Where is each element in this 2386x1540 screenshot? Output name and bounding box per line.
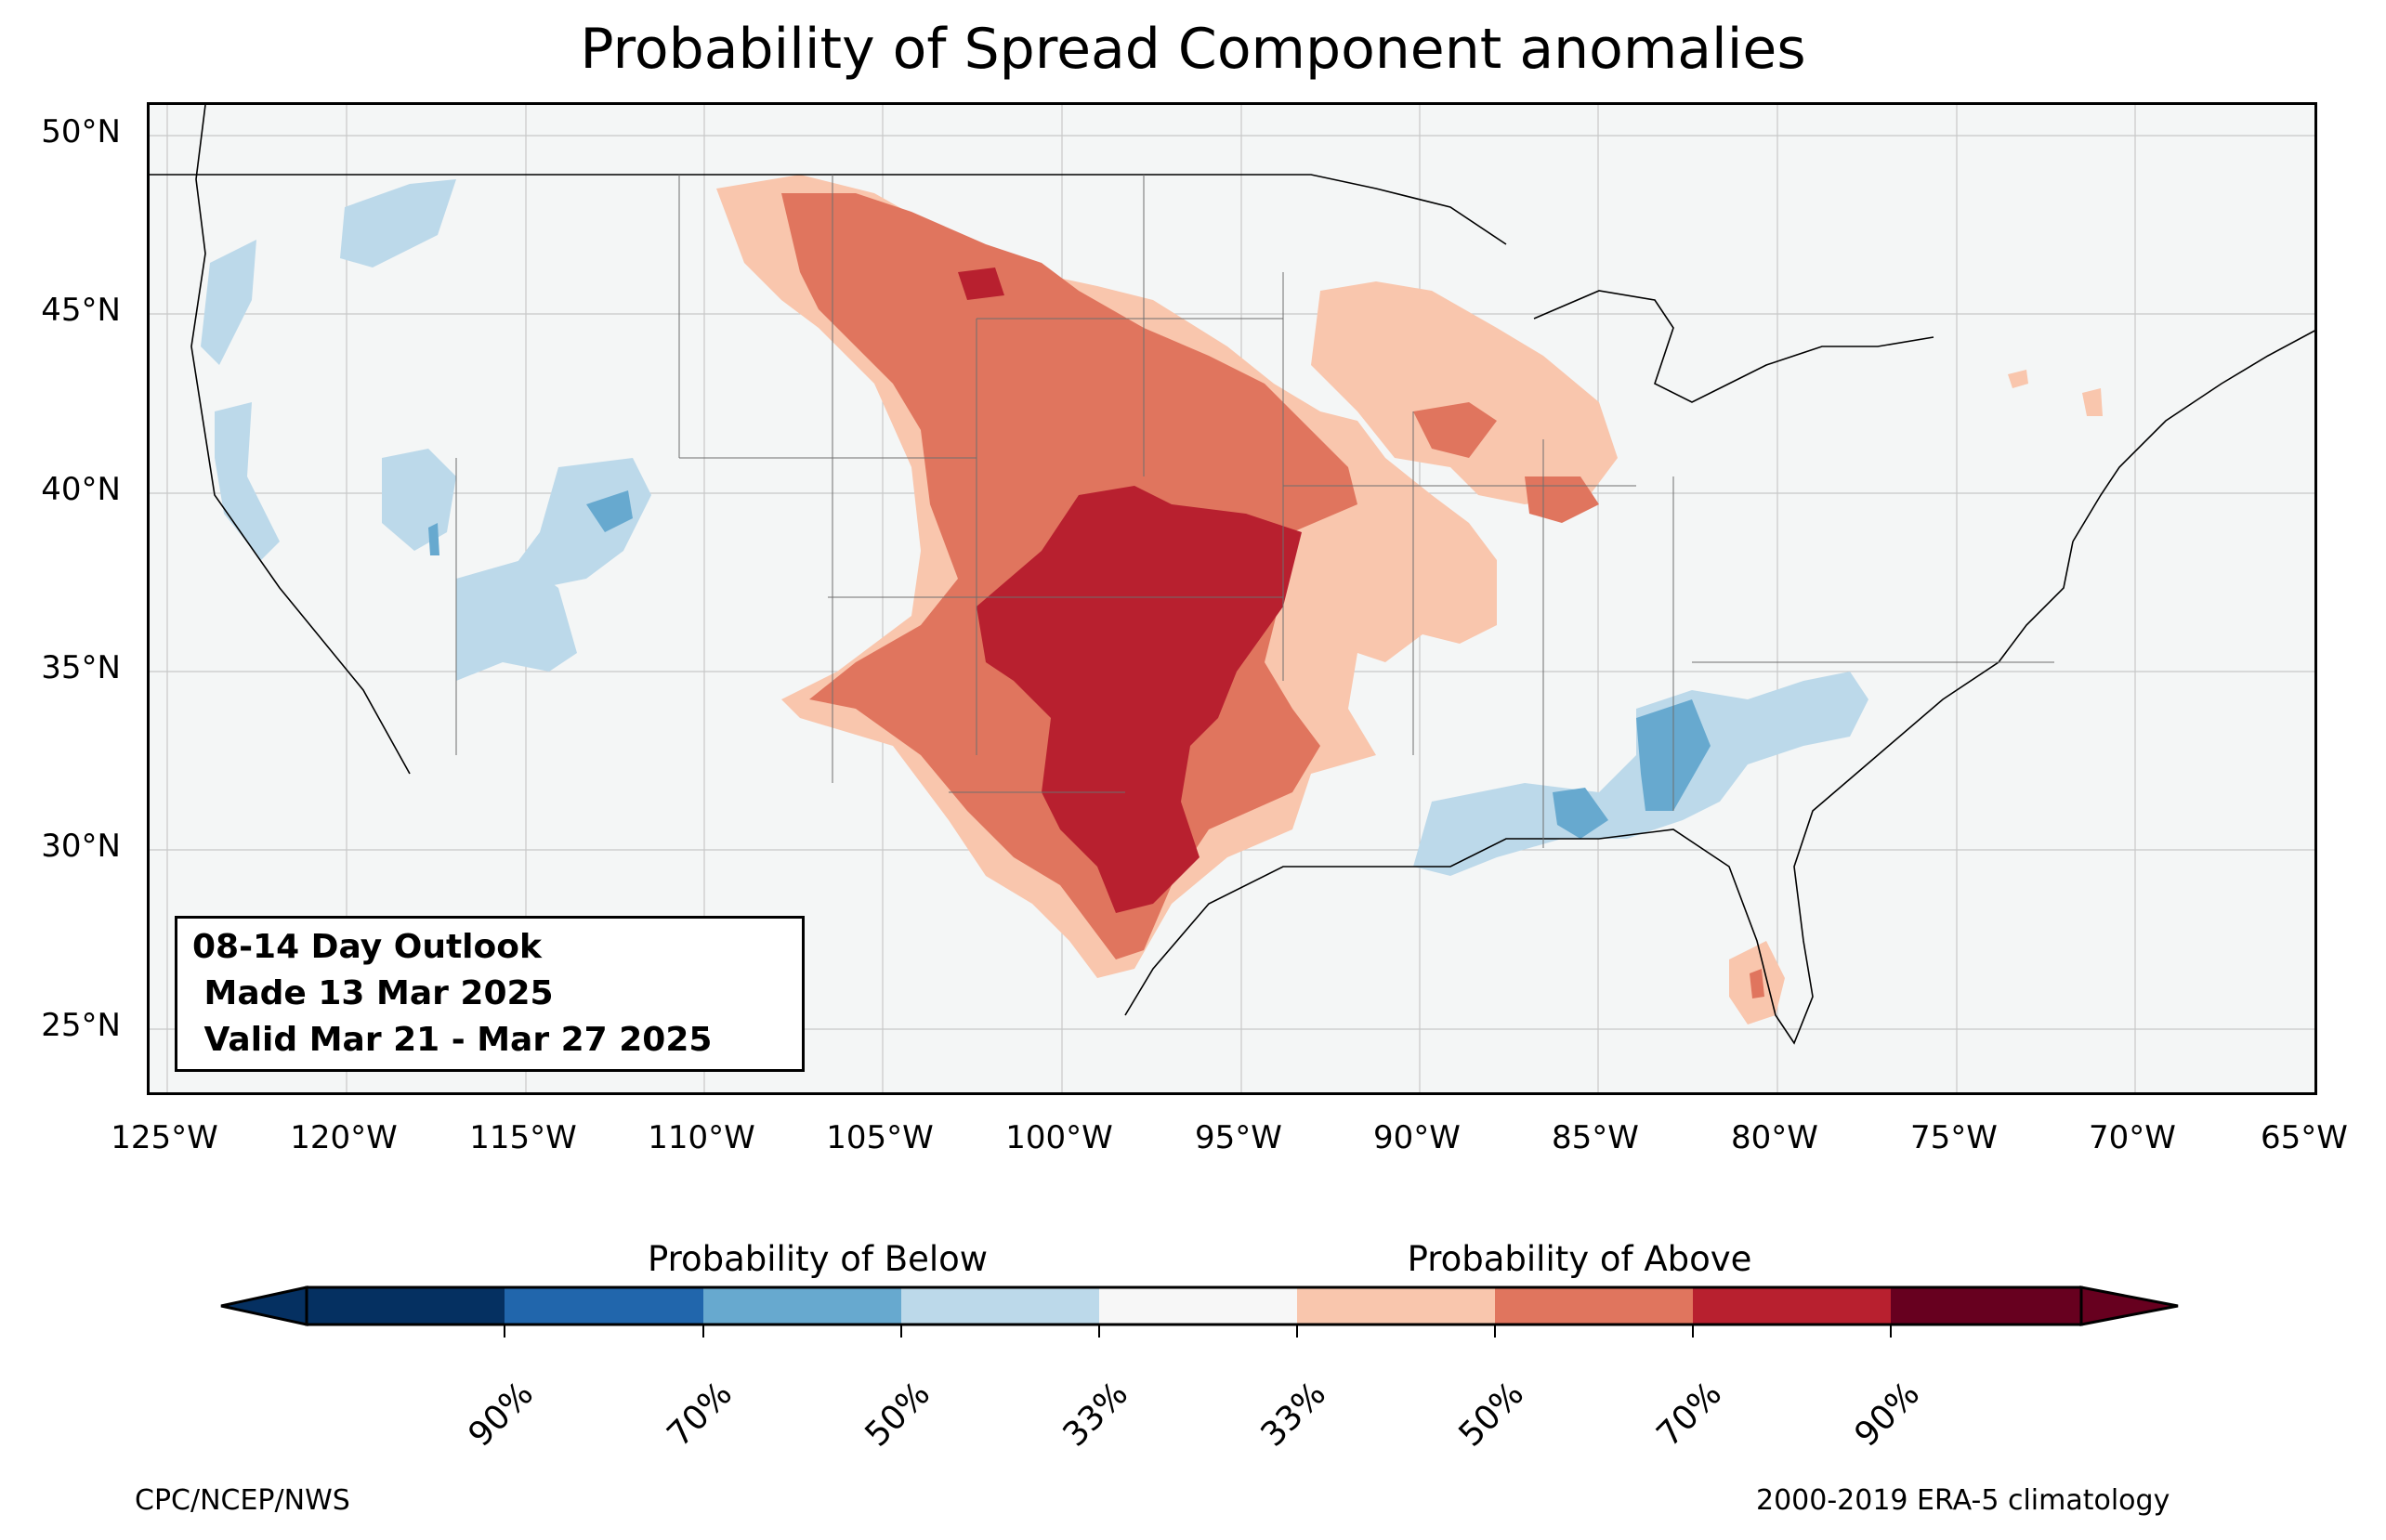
lon-label-105w: 105°W bbox=[826, 1119, 934, 1156]
contour-below-33-ca-coast bbox=[215, 402, 280, 560]
colorbar-tick-label: 50% bbox=[1451, 1375, 1532, 1455]
colorbar-above-label: Probability of Above bbox=[1407, 1239, 1752, 1279]
gulf-coast bbox=[1124, 541, 2074, 1045]
lat-label-45: 45°N bbox=[41, 292, 121, 329]
contour-above-50-ia bbox=[1413, 402, 1497, 458]
contour-below-50-ut bbox=[586, 490, 633, 532]
colorbar-segment bbox=[505, 1287, 703, 1325]
lon-label-95w: 95°W bbox=[1195, 1119, 1282, 1156]
west-coast bbox=[190, 105, 411, 775]
east-coast bbox=[2072, 330, 2314, 542]
lat-label-35: 35°N bbox=[41, 649, 121, 686]
colorbar-tick-label: 90% bbox=[461, 1375, 542, 1455]
colorbar-segment bbox=[1099, 1287, 1297, 1325]
contour-below-50-ms bbox=[1553, 788, 1608, 839]
contour-above-33-ny bbox=[2082, 388, 2103, 416]
lon-label-80w: 80°W bbox=[1731, 1119, 1818, 1156]
contour-below-33-nv bbox=[512, 458, 651, 588]
outlook-info-box: 08-14 Day Outlook Made 13 Mar 2025 Valid… bbox=[175, 916, 805, 1072]
colorbar-extend-high bbox=[2081, 1287, 2178, 1325]
state-borders bbox=[455, 175, 2054, 848]
colorbar-below-label: Probability of Below bbox=[647, 1239, 989, 1279]
colorbar-extend-low bbox=[221, 1287, 307, 1325]
footer-source: CPC/NCEP/NWS bbox=[135, 1484, 350, 1517]
colorbar-tick-label: 33% bbox=[1253, 1375, 1334, 1455]
contour-above-33-ne bbox=[2008, 370, 2028, 388]
lat-label-25: 25°N bbox=[41, 1007, 121, 1044]
contour-above-70-nd bbox=[958, 268, 1004, 300]
lon-label-125w: 125°W bbox=[111, 1119, 218, 1156]
gridlines bbox=[150, 105, 2314, 1092]
above-normal-areas bbox=[716, 175, 2103, 1024]
coastlines-and-borders bbox=[150, 105, 2314, 1045]
lon-label-75w: 75°W bbox=[1910, 1119, 1998, 1156]
lat-label-30: 30°N bbox=[41, 828, 121, 865]
map-canvas bbox=[150, 105, 2314, 1092]
contour-above-70-central bbox=[977, 486, 1302, 913]
contour-above-33-mn-wi bbox=[1311, 281, 1618, 504]
outlook-valid-dates: Valid Mar 21 - Mar 27 2025 bbox=[192, 1021, 713, 1059]
lon-label-65w: 65°W bbox=[2261, 1119, 2348, 1156]
great-lakes bbox=[1533, 290, 1934, 403]
colorbar-tick-label: 50% bbox=[858, 1375, 938, 1455]
canada-border bbox=[150, 174, 1507, 245]
lon-label-120w: 120°W bbox=[290, 1119, 398, 1156]
lon-label-90w: 90°W bbox=[1373, 1119, 1461, 1156]
lon-label-115w: 115°W bbox=[469, 1119, 577, 1156]
colorbar-segment bbox=[901, 1287, 1099, 1325]
lon-label-100w: 100°W bbox=[1005, 1119, 1113, 1156]
lat-label-50: 50°N bbox=[41, 113, 121, 150]
below-normal-areas bbox=[201, 179, 1868, 876]
outlook-period: 08-14 Day Outlook bbox=[192, 928, 542, 966]
colorbar-segment bbox=[1495, 1287, 1693, 1325]
outlook-made-date: Made 13 Mar 2025 bbox=[192, 974, 554, 1012]
colorbar-segment bbox=[307, 1287, 505, 1325]
colorbar-tick-label: 70% bbox=[1649, 1375, 1730, 1455]
contour-below-33-az bbox=[456, 560, 577, 681]
colorbar-segment bbox=[1693, 1287, 1891, 1325]
colorbar-segment bbox=[1891, 1287, 2081, 1325]
colorbar-tick-label: 70% bbox=[660, 1375, 741, 1455]
contour-below-50-nv bbox=[428, 523, 439, 555]
contour-below-33-nw-coast bbox=[201, 240, 256, 365]
colorbar-tick-label: 33% bbox=[1055, 1375, 1136, 1455]
contour-below-33-west bbox=[340, 179, 456, 268]
contour-below-33-great-basin bbox=[382, 449, 456, 551]
chart-title: Probability of Spread Component anomalie… bbox=[580, 17, 1806, 82]
lon-label-85w: 85°W bbox=[1552, 1119, 1639, 1156]
lat-label-40: 40°N bbox=[41, 471, 121, 508]
colorbar-tick-label: 90% bbox=[1847, 1375, 1928, 1455]
footer-climatology: 2000-2019 ERA-5 climatology bbox=[1756, 1484, 2170, 1517]
colorbar-segment bbox=[703, 1287, 901, 1325]
lon-label-110w: 110°W bbox=[648, 1119, 755, 1156]
contour-above-50-fl bbox=[1750, 969, 1764, 998]
lon-label-70w: 70°W bbox=[2089, 1119, 2176, 1156]
colorbar-segment bbox=[1297, 1287, 1495, 1325]
